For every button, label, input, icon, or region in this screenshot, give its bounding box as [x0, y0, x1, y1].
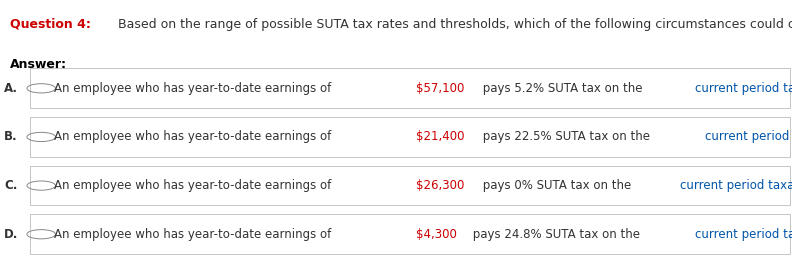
- Text: An employee who has year-to-date earnings of: An employee who has year-to-date earning…: [54, 131, 335, 143]
- Text: C.: C.: [4, 179, 17, 192]
- Text: $4,300: $4,300: [417, 228, 457, 241]
- Text: pays 22.5% SUTA tax on the: pays 22.5% SUTA tax on the: [479, 131, 653, 143]
- FancyBboxPatch shape: [30, 68, 790, 108]
- Text: $57,100: $57,100: [417, 82, 465, 95]
- Text: An employee who has year-to-date earnings of: An employee who has year-to-date earning…: [54, 228, 335, 241]
- Text: A.: A.: [4, 82, 18, 95]
- Text: An employee who has year-to-date earnings of: An employee who has year-to-date earning…: [54, 179, 335, 192]
- Text: current period taxable pay: current period taxable pay: [695, 82, 792, 95]
- FancyBboxPatch shape: [30, 215, 790, 254]
- Text: pays 24.8% SUTA tax on the: pays 24.8% SUTA tax on the: [469, 228, 644, 241]
- FancyBboxPatch shape: [30, 166, 790, 205]
- Text: pays 0% SUTA tax on the: pays 0% SUTA tax on the: [479, 179, 635, 192]
- Text: $21,400: $21,400: [417, 131, 465, 143]
- Text: Answer:: Answer:: [10, 58, 67, 71]
- Text: An employee who has year-to-date earnings of: An employee who has year-to-date earning…: [54, 82, 335, 95]
- Text: B.: B.: [4, 131, 17, 143]
- Text: Question 4:: Question 4:: [10, 18, 90, 31]
- Text: D.: D.: [4, 228, 18, 241]
- FancyBboxPatch shape: [30, 117, 790, 157]
- Text: Based on the range of possible SUTA tax rates and thresholds, which of the follo: Based on the range of possible SUTA tax …: [114, 18, 792, 31]
- Text: current period taxable pay: current period taxable pay: [705, 131, 792, 143]
- Text: current period taxable pay: current period taxable pay: [695, 228, 792, 241]
- Text: pays 5.2% SUTA tax on the: pays 5.2% SUTA tax on the: [479, 82, 646, 95]
- Text: $26,300: $26,300: [417, 179, 465, 192]
- Text: current period taxable pay: current period taxable pay: [680, 179, 792, 192]
